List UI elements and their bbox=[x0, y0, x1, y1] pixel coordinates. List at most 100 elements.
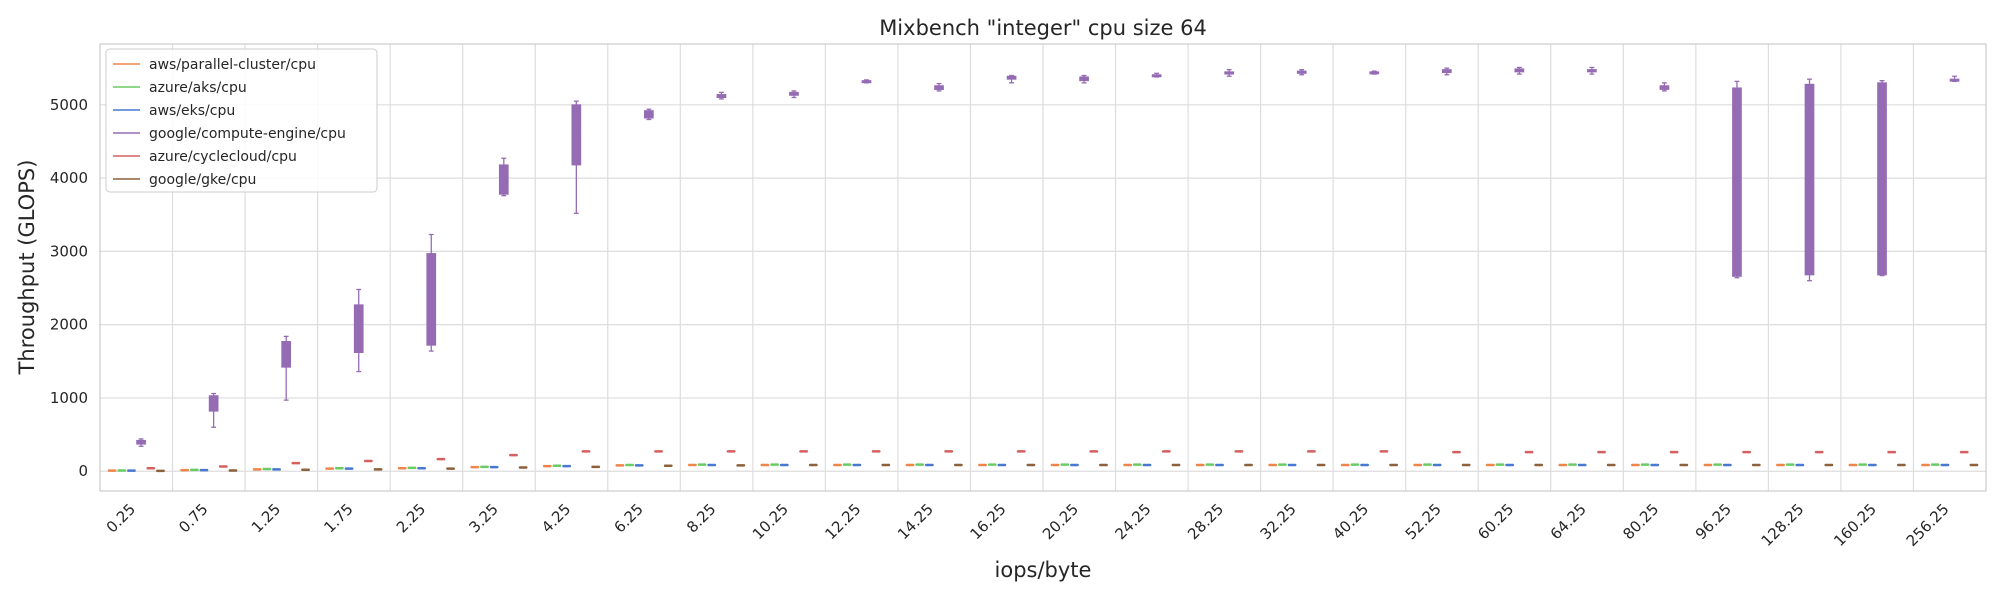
box-azure-cyclecloud-cpu-52.25 bbox=[1452, 450, 1461, 454]
box-google-gke-cpu-64.25 bbox=[1606, 463, 1616, 467]
plot-frame bbox=[99, 43, 1987, 492]
box-aws-parallel-cluster-cpu-1.25 bbox=[252, 468, 262, 471]
x-tick-label: 24.25 bbox=[1112, 500, 1155, 543]
legend: aws/parallel-cluster/cpu azure/aks/cpu aws… bbox=[105, 48, 378, 193]
box-google-gke-cpu-0.25 bbox=[156, 469, 165, 473]
box-google-gke-cpu-28.25 bbox=[1244, 463, 1253, 467]
box-azure-cyclecloud-cpu-24.25 bbox=[1161, 450, 1171, 453]
y-tick-label: 2000 bbox=[50, 316, 88, 334]
x-tick-label: 8.25 bbox=[683, 500, 719, 536]
box-aws-eks-cpu-1.25 bbox=[272, 468, 281, 471]
x-tick-label: 64.25 bbox=[1547, 500, 1590, 543]
box-aws-parallel-cluster-cpu-8.25 bbox=[688, 463, 697, 467]
y-ticks: 0 1000 2000 3000 4000 5000 bbox=[50, 96, 88, 480]
box-google-gke-cpu-14.25 bbox=[954, 463, 963, 467]
box-aws-eks-cpu-10.25 bbox=[779, 463, 789, 467]
box-azure-cyclecloud-cpu-28.25 bbox=[1234, 450, 1244, 453]
x-tick-label: 1.75 bbox=[320, 500, 356, 536]
chart-title: Mixbench "integer" cpu size 64 bbox=[879, 16, 1207, 40]
box-aws-parallel-cluster-cpu-60.25 bbox=[1485, 463, 1495, 467]
x-tick-label: 0.75 bbox=[175, 500, 211, 536]
box-azure-aks-cpu-3.25 bbox=[480, 465, 489, 469]
box-aws-eks-cpu-128.25 bbox=[1795, 463, 1805, 467]
box-azure-cyclecloud-cpu-3.25 bbox=[509, 453, 518, 457]
box-google-gke-cpu-8.25 bbox=[736, 464, 746, 467]
box-aws-eks-cpu-3.25 bbox=[489, 465, 499, 469]
box-aws-parallel-cluster-cpu-28.25 bbox=[1195, 463, 1205, 467]
box-google-compute-engine-cpu-0.75 bbox=[208, 395, 219, 412]
x-tick-label: 1.25 bbox=[248, 500, 284, 536]
box-azure-cyclecloud-cpu-14.25 bbox=[944, 450, 954, 453]
box-azure-cyclecloud-cpu-4.25 bbox=[581, 450, 591, 453]
box-aws-eks-cpu-64.25 bbox=[1577, 463, 1587, 467]
box-aws-eks-cpu-12.25 bbox=[852, 463, 862, 467]
box-aws-parallel-cluster-cpu-10.25 bbox=[760, 463, 770, 467]
box-aws-parallel-cluster-cpu-2.25 bbox=[397, 467, 407, 470]
box-google-gke-cpu-128.25 bbox=[1824, 463, 1834, 467]
box-aws-eks-cpu-32.25 bbox=[1287, 463, 1297, 467]
box-azure-aks-cpu-40.25 bbox=[1350, 463, 1360, 466]
box-aws-eks-cpu-16.25 bbox=[997, 463, 1007, 467]
box-azure-aks-cpu-52.25 bbox=[1423, 463, 1432, 466]
box-google-compute-engine-cpu-160.25 bbox=[1877, 82, 1887, 276]
box-azure-cyclecloud-cpu-0.75 bbox=[218, 465, 228, 468]
y-tick-label: 4000 bbox=[50, 169, 88, 187]
box-aws-eks-cpu-256.25 bbox=[1940, 463, 1950, 467]
box-azure-cyclecloud-cpu-96.25 bbox=[1742, 450, 1751, 454]
box-aws-parallel-cluster-cpu-160.25 bbox=[1848, 463, 1858, 467]
box-aws-parallel-cluster-cpu-40.25 bbox=[1340, 463, 1350, 467]
box-google-gke-cpu-1.25 bbox=[301, 468, 310, 471]
legend-entry: azure/aks/cpu bbox=[149, 80, 247, 96]
box-aws-eks-cpu-24.25 bbox=[1142, 463, 1152, 467]
x-tick-label: 40.25 bbox=[1329, 500, 1372, 543]
box-azure-aks-cpu-2.25 bbox=[407, 466, 417, 470]
box-google-compute-engine-cpu-2.25 bbox=[426, 253, 437, 346]
box-azure-cyclecloud-cpu-60.25 bbox=[1524, 450, 1534, 454]
x-tick-label: 3.25 bbox=[465, 500, 501, 536]
box-aws-eks-cpu-2.25 bbox=[417, 467, 426, 470]
box-aws-parallel-cluster-cpu-0.25 bbox=[107, 469, 117, 472]
box-azure-aks-cpu-24.25 bbox=[1132, 463, 1142, 466]
box-azure-aks-cpu-14.25 bbox=[915, 463, 925, 466]
x-tick-label: 96.25 bbox=[1692, 500, 1735, 543]
box-aws-eks-cpu-0.75 bbox=[199, 468, 209, 472]
box-azure-aks-cpu-0.75 bbox=[189, 468, 199, 472]
box-azure-aks-cpu-16.25 bbox=[987, 463, 997, 466]
box-google-gke-cpu-4.25 bbox=[591, 465, 601, 469]
box-aws-parallel-cluster-cpu-16.25 bbox=[978, 463, 987, 467]
box-google-gke-cpu-20.25 bbox=[1099, 463, 1108, 467]
box-aws-parallel-cluster-cpu-0.75 bbox=[180, 468, 189, 472]
x-tick-label: 256.25 bbox=[1903, 500, 1953, 550]
box-aws-eks-cpu-6.25 bbox=[634, 464, 644, 467]
x-tick-label: 160.25 bbox=[1830, 500, 1880, 550]
box-aws-eks-cpu-80.25 bbox=[1650, 463, 1660, 467]
box-google-gke-cpu-16.25 bbox=[1026, 463, 1036, 467]
box-google-compute-engine-cpu-3.25 bbox=[498, 164, 509, 195]
box-azure-cyclecloud-cpu-16.25 bbox=[1016, 450, 1026, 453]
box-google-gke-cpu-60.25 bbox=[1534, 463, 1544, 467]
box-aws-parallel-cluster-cpu-128.25 bbox=[1776, 463, 1785, 467]
box-azure-cyclecloud-cpu-32.25 bbox=[1307, 450, 1316, 453]
box-azure-aks-cpu-0.25 bbox=[117, 469, 127, 472]
box-azure-cyclecloud-cpu-0.25 bbox=[146, 467, 156, 470]
box-azure-cyclecloud-cpu-40.25 bbox=[1379, 450, 1389, 453]
box-google-gke-cpu-96.25 bbox=[1751, 463, 1761, 467]
x-tick-label: 10.25 bbox=[749, 500, 792, 543]
box-aws-parallel-cluster-cpu-64.25 bbox=[1558, 463, 1568, 467]
box-azure-aks-cpu-96.25 bbox=[1713, 463, 1722, 466]
box-azure-cyclecloud-cpu-8.25 bbox=[726, 450, 736, 453]
x-tick-label: 12.25 bbox=[821, 500, 864, 543]
y-axis-label: Throughput (GLOPS) bbox=[15, 160, 39, 376]
box-azure-cyclecloud-cpu-10.25 bbox=[799, 450, 808, 453]
box-aws-parallel-cluster-cpu-256.25 bbox=[1921, 463, 1930, 467]
legend-entry: aws/eks/cpu bbox=[149, 103, 235, 119]
box-azure-cyclecloud-cpu-256.25 bbox=[1959, 450, 1969, 454]
legend-frame bbox=[105, 48, 378, 193]
y-tick-label: 0 bbox=[78, 462, 88, 480]
legend-entry: google/gke/cpu bbox=[149, 172, 256, 188]
x-tick-label: 128.25 bbox=[1758, 500, 1808, 550]
box-aws-eks-cpu-8.25 bbox=[707, 463, 717, 467]
box-google-gke-cpu-40.25 bbox=[1389, 463, 1398, 467]
box-aws-parallel-cluster-cpu-20.25 bbox=[1050, 463, 1060, 467]
box-azure-aks-cpu-6.25 bbox=[625, 463, 634, 467]
